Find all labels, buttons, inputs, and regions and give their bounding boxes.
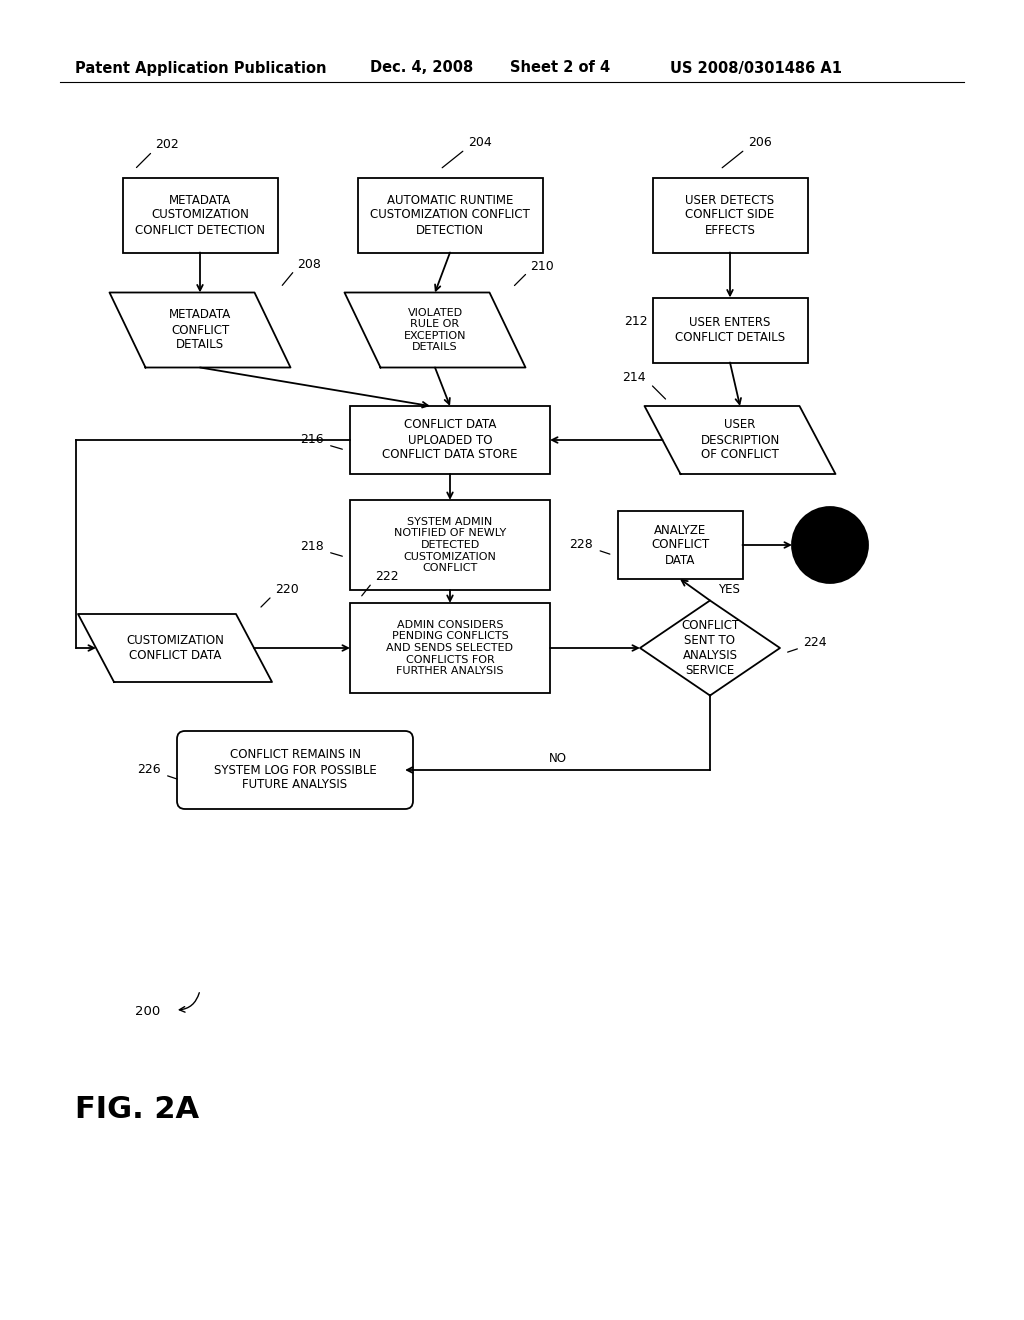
FancyBboxPatch shape (617, 511, 742, 579)
Text: CONFLICT REMAINS IN
SYSTEM LOG FOR POSSIBLE
FUTURE ANALYSIS: CONFLICT REMAINS IN SYSTEM LOG FOR POSSI… (214, 748, 377, 792)
Text: FIG. 2A: FIG. 2A (75, 1096, 199, 1125)
Polygon shape (344, 293, 525, 367)
Text: 214: 214 (623, 371, 646, 384)
Text: CUSTOMIZATION
CONFLICT DATA: CUSTOMIZATION CONFLICT DATA (126, 634, 224, 663)
Text: METADATA
CUSTOMIZATION
CONFLICT DETECTION: METADATA CUSTOMIZATION CONFLICT DETECTIO… (135, 194, 265, 236)
Text: CONFLICT DATA
UPLOADED TO
CONFLICT DATA STORE: CONFLICT DATA UPLOADED TO CONFLICT DATA … (382, 418, 518, 462)
Text: 216: 216 (300, 433, 324, 446)
Text: ADMIN CONSIDERS
PENDING CONFLICTS
AND SENDS SELECTED
CONFLICTS FOR
FURTHER ANALY: ADMIN CONSIDERS PENDING CONFLICTS AND SE… (386, 620, 513, 676)
Text: Sheet 2 of 4: Sheet 2 of 4 (510, 61, 610, 75)
Text: 202: 202 (156, 139, 179, 152)
Text: ANALYZE
CONFLICT
DATA: ANALYZE CONFLICT DATA (651, 524, 710, 566)
Circle shape (792, 507, 868, 583)
Polygon shape (78, 614, 272, 682)
Polygon shape (644, 407, 836, 474)
Text: YES: YES (718, 583, 740, 597)
Text: 220: 220 (275, 583, 299, 597)
Text: 224: 224 (803, 636, 826, 649)
FancyBboxPatch shape (357, 177, 543, 252)
Text: 206: 206 (748, 136, 772, 149)
Text: 204: 204 (468, 136, 492, 149)
FancyBboxPatch shape (350, 603, 550, 693)
Text: CONFLICT
SENT TO
ANALYSIS
SERVICE: CONFLICT SENT TO ANALYSIS SERVICE (681, 619, 739, 677)
Text: VIOLATED
RULE OR
EXCEPTION
DETAILS: VIOLATED RULE OR EXCEPTION DETAILS (403, 308, 466, 352)
FancyBboxPatch shape (123, 177, 278, 252)
Text: 210: 210 (530, 260, 554, 272)
Text: 212: 212 (624, 315, 647, 327)
Text: Dec. 4, 2008: Dec. 4, 2008 (370, 61, 473, 75)
FancyBboxPatch shape (350, 500, 550, 590)
Text: 208: 208 (298, 257, 322, 271)
Polygon shape (110, 293, 291, 367)
Text: AUTOMATIC RUNTIME
CUSTOMIZATION CONFLICT
DETECTION: AUTOMATIC RUNTIME CUSTOMIZATION CONFLICT… (370, 194, 530, 236)
FancyBboxPatch shape (350, 407, 550, 474)
Text: USER DETECTS
CONFLICT SIDE
EFFECTS: USER DETECTS CONFLICT SIDE EFFECTS (685, 194, 774, 236)
Text: 228: 228 (569, 539, 593, 550)
Text: Patent Application Publication: Patent Application Publication (75, 61, 327, 75)
Text: NO: NO (549, 751, 566, 764)
Text: METADATA
CONFLICT
DETAILS: METADATA CONFLICT DETAILS (169, 309, 231, 351)
Text: 200: 200 (135, 1005, 160, 1018)
Text: US 2008/0301486 A1: US 2008/0301486 A1 (670, 61, 842, 75)
Polygon shape (640, 601, 780, 696)
Text: 226: 226 (137, 763, 161, 776)
Text: TO
FIG.
3B: TO FIG. 3B (819, 528, 841, 561)
FancyBboxPatch shape (652, 297, 808, 363)
Text: USER
DESCRIPTION
OF CONFLICT: USER DESCRIPTION OF CONFLICT (700, 418, 779, 462)
Text: SYSTEM ADMIN
NOTIFIED OF NEWLY
DETECTED
CUSTOMIZATION
CONFLICT: SYSTEM ADMIN NOTIFIED OF NEWLY DETECTED … (394, 517, 506, 573)
Text: 218: 218 (300, 540, 324, 553)
Text: USER ENTERS
CONFLICT DETAILS: USER ENTERS CONFLICT DETAILS (675, 315, 785, 345)
FancyBboxPatch shape (652, 177, 808, 252)
FancyBboxPatch shape (177, 731, 413, 809)
Text: 222: 222 (375, 570, 398, 583)
